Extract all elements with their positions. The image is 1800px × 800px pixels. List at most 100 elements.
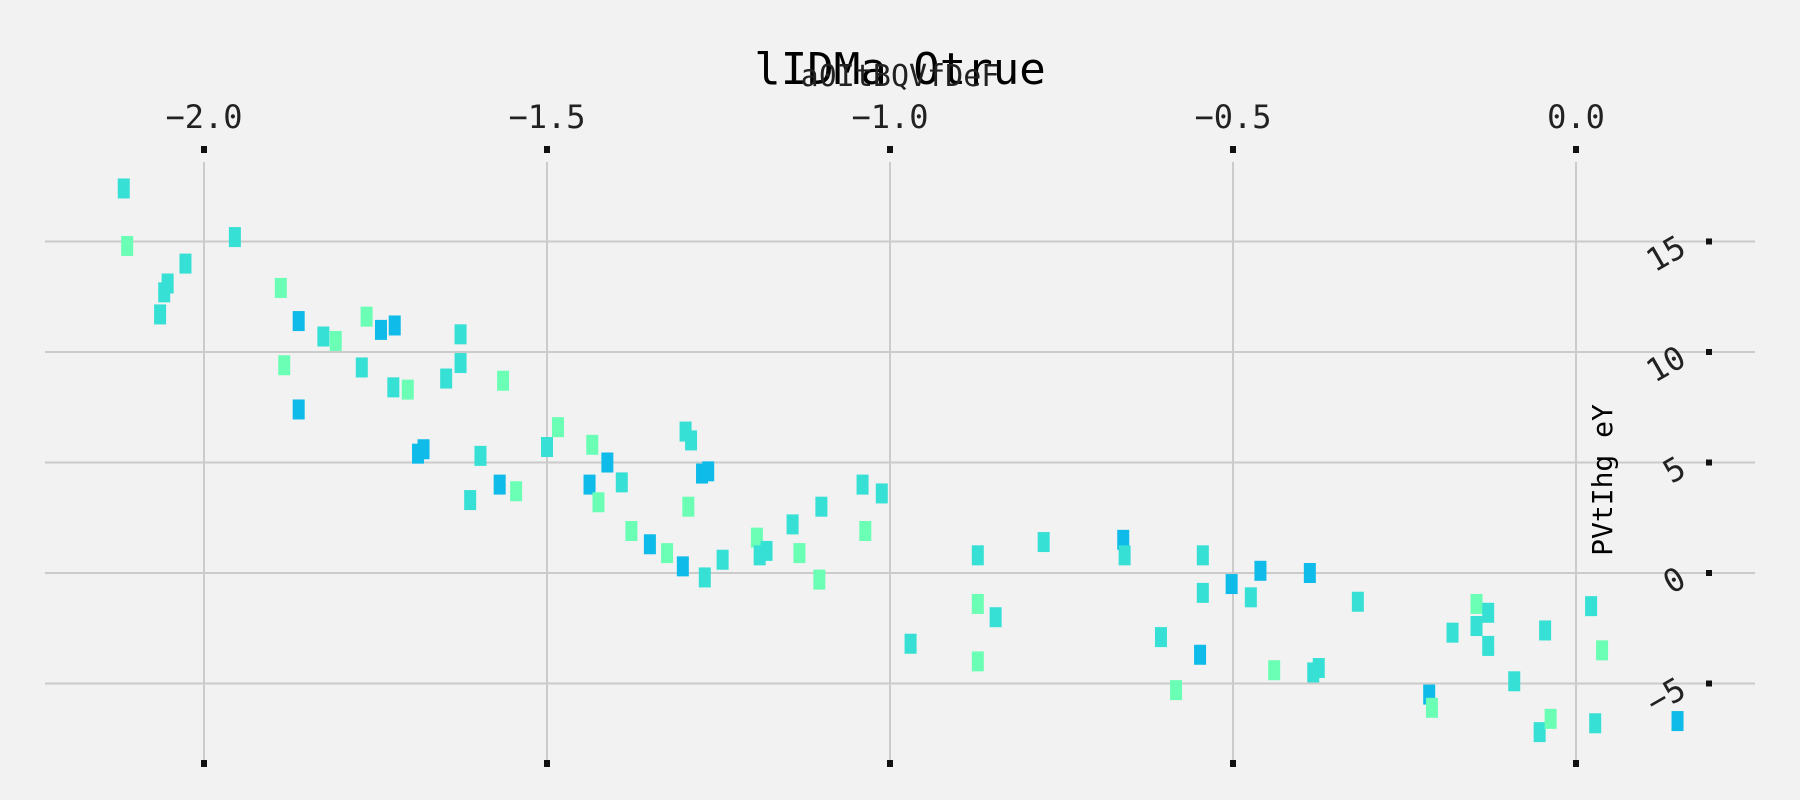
data-point bbox=[292, 399, 305, 420]
x-tick-label: 0.0 bbox=[1547, 98, 1605, 136]
data-point bbox=[856, 474, 869, 495]
data-point bbox=[1268, 660, 1281, 681]
data-point bbox=[292, 311, 305, 332]
data-point bbox=[1037, 532, 1050, 553]
data-point bbox=[161, 273, 174, 294]
data-point bbox=[454, 324, 467, 345]
data-point bbox=[904, 633, 917, 654]
points-layer bbox=[117, 178, 1684, 743]
data-point bbox=[586, 434, 599, 455]
data-point bbox=[1303, 563, 1316, 583]
y-axis-label: PVtIhg eY bbox=[1586, 404, 1619, 556]
data-point bbox=[464, 490, 477, 511]
data-point bbox=[601, 452, 614, 473]
x-tick-label: −1.0 bbox=[851, 98, 928, 136]
data-point bbox=[813, 569, 826, 590]
data-point bbox=[317, 326, 330, 347]
data-point bbox=[750, 527, 763, 548]
data-point bbox=[1539, 620, 1552, 641]
data-point bbox=[228, 227, 241, 248]
data-point bbox=[786, 514, 799, 535]
data-point bbox=[615, 472, 628, 493]
data-point bbox=[1196, 545, 1209, 566]
x-tick-label: −2.0 bbox=[165, 98, 242, 136]
data-point bbox=[1117, 529, 1130, 550]
data-point bbox=[1312, 658, 1325, 679]
chart-title: lIDMa Otrue bbox=[754, 44, 1045, 95]
data-point bbox=[625, 521, 638, 542]
data-point bbox=[1508, 671, 1521, 692]
data-point bbox=[859, 521, 872, 542]
data-point bbox=[510, 481, 523, 502]
data-point bbox=[117, 178, 130, 199]
grid-layer bbox=[45, 162, 1755, 760]
data-point bbox=[661, 543, 674, 564]
x-tick-mark-bottom bbox=[1573, 760, 1579, 767]
data-point bbox=[121, 235, 134, 256]
data-point bbox=[401, 379, 414, 400]
y-tick-mark bbox=[1706, 459, 1712, 466]
x-tick-label: −0.5 bbox=[1194, 98, 1271, 136]
x-tick-mark-top bbox=[1230, 146, 1236, 153]
x-tick-label: −1.5 bbox=[508, 98, 585, 136]
data-point bbox=[440, 368, 453, 389]
data-point bbox=[1425, 697, 1438, 718]
data-point bbox=[355, 357, 368, 378]
data-point bbox=[702, 461, 715, 482]
x-tick-mark-bottom bbox=[887, 760, 893, 767]
data-point bbox=[592, 492, 605, 513]
data-point bbox=[274, 277, 287, 298]
data-point bbox=[417, 439, 430, 460]
y-tick-mark bbox=[1706, 570, 1712, 576]
x-tick-mark-bottom bbox=[544, 760, 550, 767]
data-point bbox=[971, 545, 984, 566]
data-point bbox=[454, 353, 467, 374]
data-point bbox=[685, 430, 698, 451]
data-point bbox=[1589, 713, 1602, 734]
data-point bbox=[875, 483, 888, 504]
data-point bbox=[1470, 616, 1483, 637]
data-point bbox=[1470, 593, 1483, 614]
data-point bbox=[154, 304, 167, 325]
data-point bbox=[1671, 711, 1684, 732]
data-point bbox=[551, 417, 564, 438]
data-point bbox=[1446, 622, 1459, 643]
data-point bbox=[682, 496, 695, 517]
data-point bbox=[329, 330, 342, 351]
data-point bbox=[760, 540, 773, 561]
data-point bbox=[1244, 587, 1257, 608]
data-point bbox=[815, 496, 828, 517]
data-point bbox=[1118, 545, 1131, 566]
data-point bbox=[388, 315, 401, 336]
data-point bbox=[1170, 680, 1183, 701]
data-point bbox=[360, 306, 373, 327]
data-point bbox=[1533, 722, 1546, 743]
data-point bbox=[179, 253, 192, 274]
x-tick-mark-bottom bbox=[201, 760, 207, 767]
data-point bbox=[971, 651, 984, 672]
data-point bbox=[1194, 644, 1207, 665]
data-point bbox=[698, 567, 711, 588]
data-point bbox=[1482, 602, 1495, 623]
data-point bbox=[474, 445, 487, 466]
x-tick-mark-bottom bbox=[1230, 760, 1236, 767]
data-point bbox=[1351, 591, 1364, 612]
data-point bbox=[1254, 560, 1267, 581]
data-point bbox=[643, 534, 656, 555]
data-point bbox=[541, 437, 553, 458]
data-point bbox=[1154, 627, 1167, 648]
y-tick-mark bbox=[1706, 680, 1712, 687]
x-tick-mark-top bbox=[544, 146, 550, 153]
data-point bbox=[1196, 582, 1209, 603]
data-point bbox=[1225, 574, 1238, 595]
data-point bbox=[716, 549, 729, 570]
data-point bbox=[1544, 708, 1557, 729]
data-point bbox=[989, 607, 1002, 628]
data-point bbox=[493, 474, 506, 495]
x-tick-mark-top bbox=[201, 146, 207, 153]
data-point bbox=[387, 377, 400, 398]
y-tick-mark bbox=[1706, 238, 1712, 245]
x-tick-mark-top bbox=[887, 146, 893, 153]
data-point bbox=[374, 319, 387, 340]
